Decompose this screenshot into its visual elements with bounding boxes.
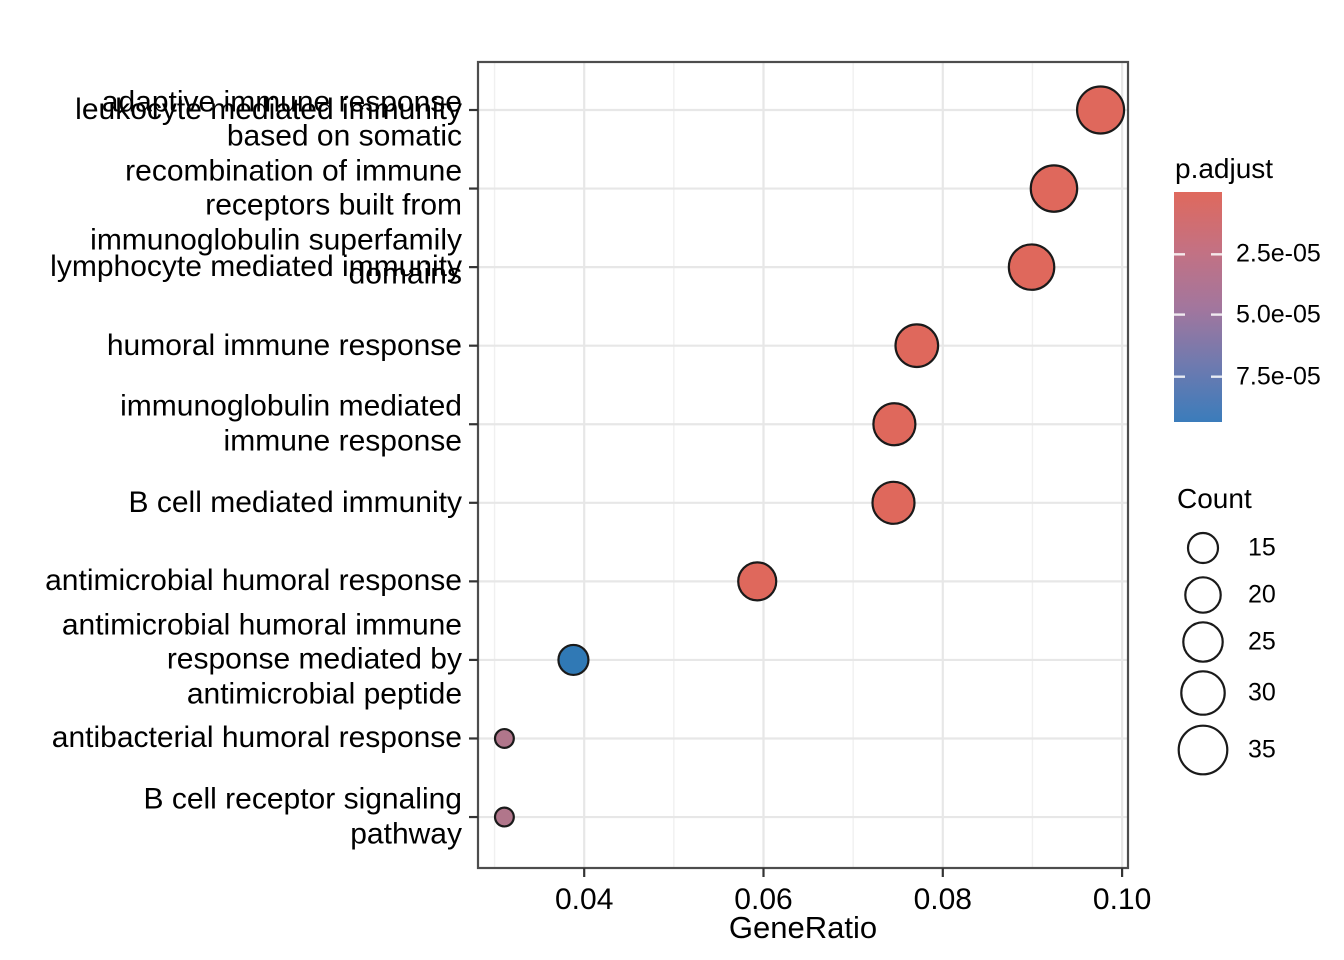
x-axis-tick-label: 0.08	[913, 883, 972, 916]
size-legend-circle	[1182, 621, 1224, 663]
data-point	[871, 480, 916, 525]
color-legend-bar	[1174, 192, 1222, 422]
size-legend-entry-label: 30	[1248, 678, 1276, 707]
color-legend-tick-label: 7.5e-05	[1236, 362, 1321, 391]
panel-background	[478, 62, 1128, 868]
x-axis-tick-label: 0.04	[554, 883, 614, 916]
data-point	[493, 727, 515, 749]
data-point	[872, 402, 917, 447]
color-legend-tick-label: 2.5e-05	[1236, 239, 1321, 268]
y-axis-label: humoral immune response	[106, 328, 462, 362]
size-legend-entry-label: 35	[1248, 735, 1276, 764]
data-point	[493, 806, 515, 828]
y-axis-label: lymphocyte mediated immunity	[50, 249, 462, 283]
data-point	[1029, 164, 1079, 213]
y-axis-label: immunoglobulin mediated immune response	[120, 389, 462, 458]
x-axis-tick-label: 0.06	[734, 883, 793, 916]
panel-border	[476, 60, 1130, 870]
size-legend-circle	[1180, 670, 1226, 716]
size-legend-entry-label: 20	[1248, 580, 1276, 609]
y-axis-label: B cell mediated immunity	[128, 485, 462, 519]
y-axis-label: B cell receptor signaling pathway	[143, 782, 462, 851]
color-legend-title: p.adjust	[1175, 153, 1274, 184]
size-legend-title: Count	[1177, 483, 1252, 514]
y-axis-label: leukocyte mediated immunity	[75, 92, 462, 126]
y-axis-label: antimicrobial humoral immune response me…	[61, 608, 462, 711]
x-axis-tick-label: 0.10	[1092, 883, 1152, 916]
y-axis-label: antimicrobial humoral response	[45, 564, 462, 598]
size-legend-circle	[1186, 531, 1220, 565]
size-legend-circle	[1184, 576, 1222, 614]
data-point	[1007, 243, 1056, 291]
data-point	[894, 323, 940, 369]
color-legend-tick-label: 5.0e-05	[1236, 300, 1321, 329]
data-point	[1075, 85, 1126, 135]
x-axis-title: GeneRatio	[728, 910, 878, 945]
y-axis-label: antibacterial humoral response	[51, 721, 462, 755]
data-point	[737, 561, 778, 602]
y-axis-label: adaptive immune response based on somati…	[90, 85, 462, 291]
data-point	[557, 643, 590, 677]
size-legend-entry-label: 15	[1248, 533, 1276, 562]
size-legend-entry-label: 25	[1248, 627, 1276, 656]
size-legend-circle	[1177, 724, 1229, 776]
